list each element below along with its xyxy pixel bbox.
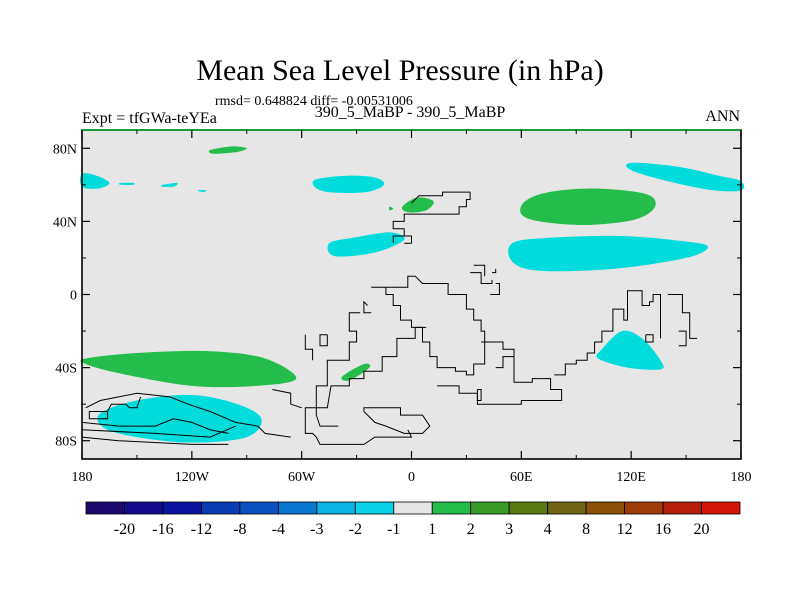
colorbar-box [662,501,702,515]
colorbar-box [393,501,433,515]
coastline-segment [392,235,405,244]
colorbar-label: 3 [505,521,513,538]
colorbar-label: -8 [233,521,246,538]
y-tick-label: 40N [53,215,77,230]
colorbar-box [124,501,164,515]
coastline-segment [304,334,314,361]
x-tick-label: 60E [510,470,533,485]
coastline-segment [470,272,493,284]
colorbar-box [85,501,125,515]
coastline-segment [81,425,236,438]
coastline-segment [363,300,372,314]
negative-anomaly-region [80,173,110,189]
coastline-segment [437,341,563,405]
coastline-segment [678,330,687,347]
colorbar-label: -2 [349,521,362,538]
colorbar-label: -12 [191,521,212,538]
coastline-segment [81,418,229,434]
x-tick-label: 0 [408,470,415,485]
colorbar-label: 1 [428,521,436,538]
anomaly-regions [80,146,745,443]
colorbar-label: -4 [272,521,285,538]
colorbar-box [701,501,741,515]
negative-anomaly-region [160,182,178,188]
positive-anomaly-region [341,363,371,381]
colorbar-label: -1 [387,521,400,538]
coastline-segment [363,407,431,434]
colorbar-label: 20 [694,521,710,538]
y-tick-label: 40S [55,362,77,377]
colorbar-box [162,501,202,515]
coastline-segment [492,268,497,274]
coastline-segment [304,326,427,445]
coastline-segment [667,294,698,339]
colorbar-box [201,501,241,515]
axis-ticks: 180 120W 60W 0 60E 120E 180 80N 40N 0 40S 80S [53,130,752,485]
x-tick-label: 180 [72,470,93,485]
coastline-segment [272,389,302,409]
negative-anomaly-region [508,235,708,272]
colorbar-box [508,501,549,515]
colorbar-box [585,501,625,515]
y-tick-label: 0 [70,289,77,304]
coastline-segment [554,290,661,376]
coastline-segment [319,334,328,347]
colorbar-label: -20 [114,521,135,538]
coastline-segment [371,275,486,376]
negative-anomaly-region [118,182,135,186]
colorbar-box [277,501,318,515]
y-tick-label: 80N [53,142,77,157]
y-tick-label: 80S [55,435,77,450]
colorbar-label: 2 [467,521,475,538]
colorbar-label: -16 [152,521,173,538]
colorbar-box [470,501,510,515]
season-label: ANN [705,108,740,125]
positive-anomaly-region [389,206,394,211]
negative-anomaly-region [312,175,385,193]
colorbar-box [431,501,472,515]
negative-anomaly-region [197,190,207,193]
experiment-label: Expt = tfGWa-teYEa [82,110,217,127]
colorbar-label: 12 [617,521,633,538]
coastline-segment [645,334,654,343]
colorbar-box [316,501,356,515]
run-comparison-label: 390_5_MaBP - 390_5_MaBP [314,104,506,121]
negative-anomaly-region [626,162,745,192]
colorbar-box [239,501,279,515]
colorbar-box [547,501,587,515]
negative-anomaly-region [97,394,262,443]
coastline-segment [85,392,291,438]
coastline-segment [315,312,361,427]
coastline-segment [473,264,486,277]
coastline-segment [476,389,482,401]
colorbar-label: 16 [655,521,671,538]
x-tick-label: 120W [175,470,210,485]
x-tick-label: 60W [288,470,316,485]
colorbar-label: 8 [582,521,590,538]
colorbar-box [624,501,664,515]
negative-anomaly-region [596,330,664,370]
x-tick-label: 120E [616,470,646,485]
coastline-segment [490,283,500,295]
coastlines [81,191,698,445]
stats-label: rmsd= 0.648824 diff= -0.00531006 [215,94,413,109]
positive-anomaly-region [208,146,247,154]
chart-title: Mean Sea Level Pressure (in hPa) [196,54,604,87]
coastline-segment [392,191,471,244]
positive-anomaly-region [401,197,434,213]
coastline-segment [88,396,142,420]
coastline-segment [495,349,515,369]
x-tick-label: 180 [731,470,752,485]
colorbar: -20 -16 -12 -8 -4 -3 -2 -1 1 2 3 4 8 12 16 20 [85,501,741,538]
colorbar-label: -3 [310,521,323,538]
colorbar-label: 4 [544,521,552,538]
colorbar-box [354,501,395,515]
negative-anomaly-region [327,232,405,257]
positive-anomaly-region [80,350,297,388]
coastline-segment [81,436,229,445]
positive-anomaly-region [520,188,656,226]
